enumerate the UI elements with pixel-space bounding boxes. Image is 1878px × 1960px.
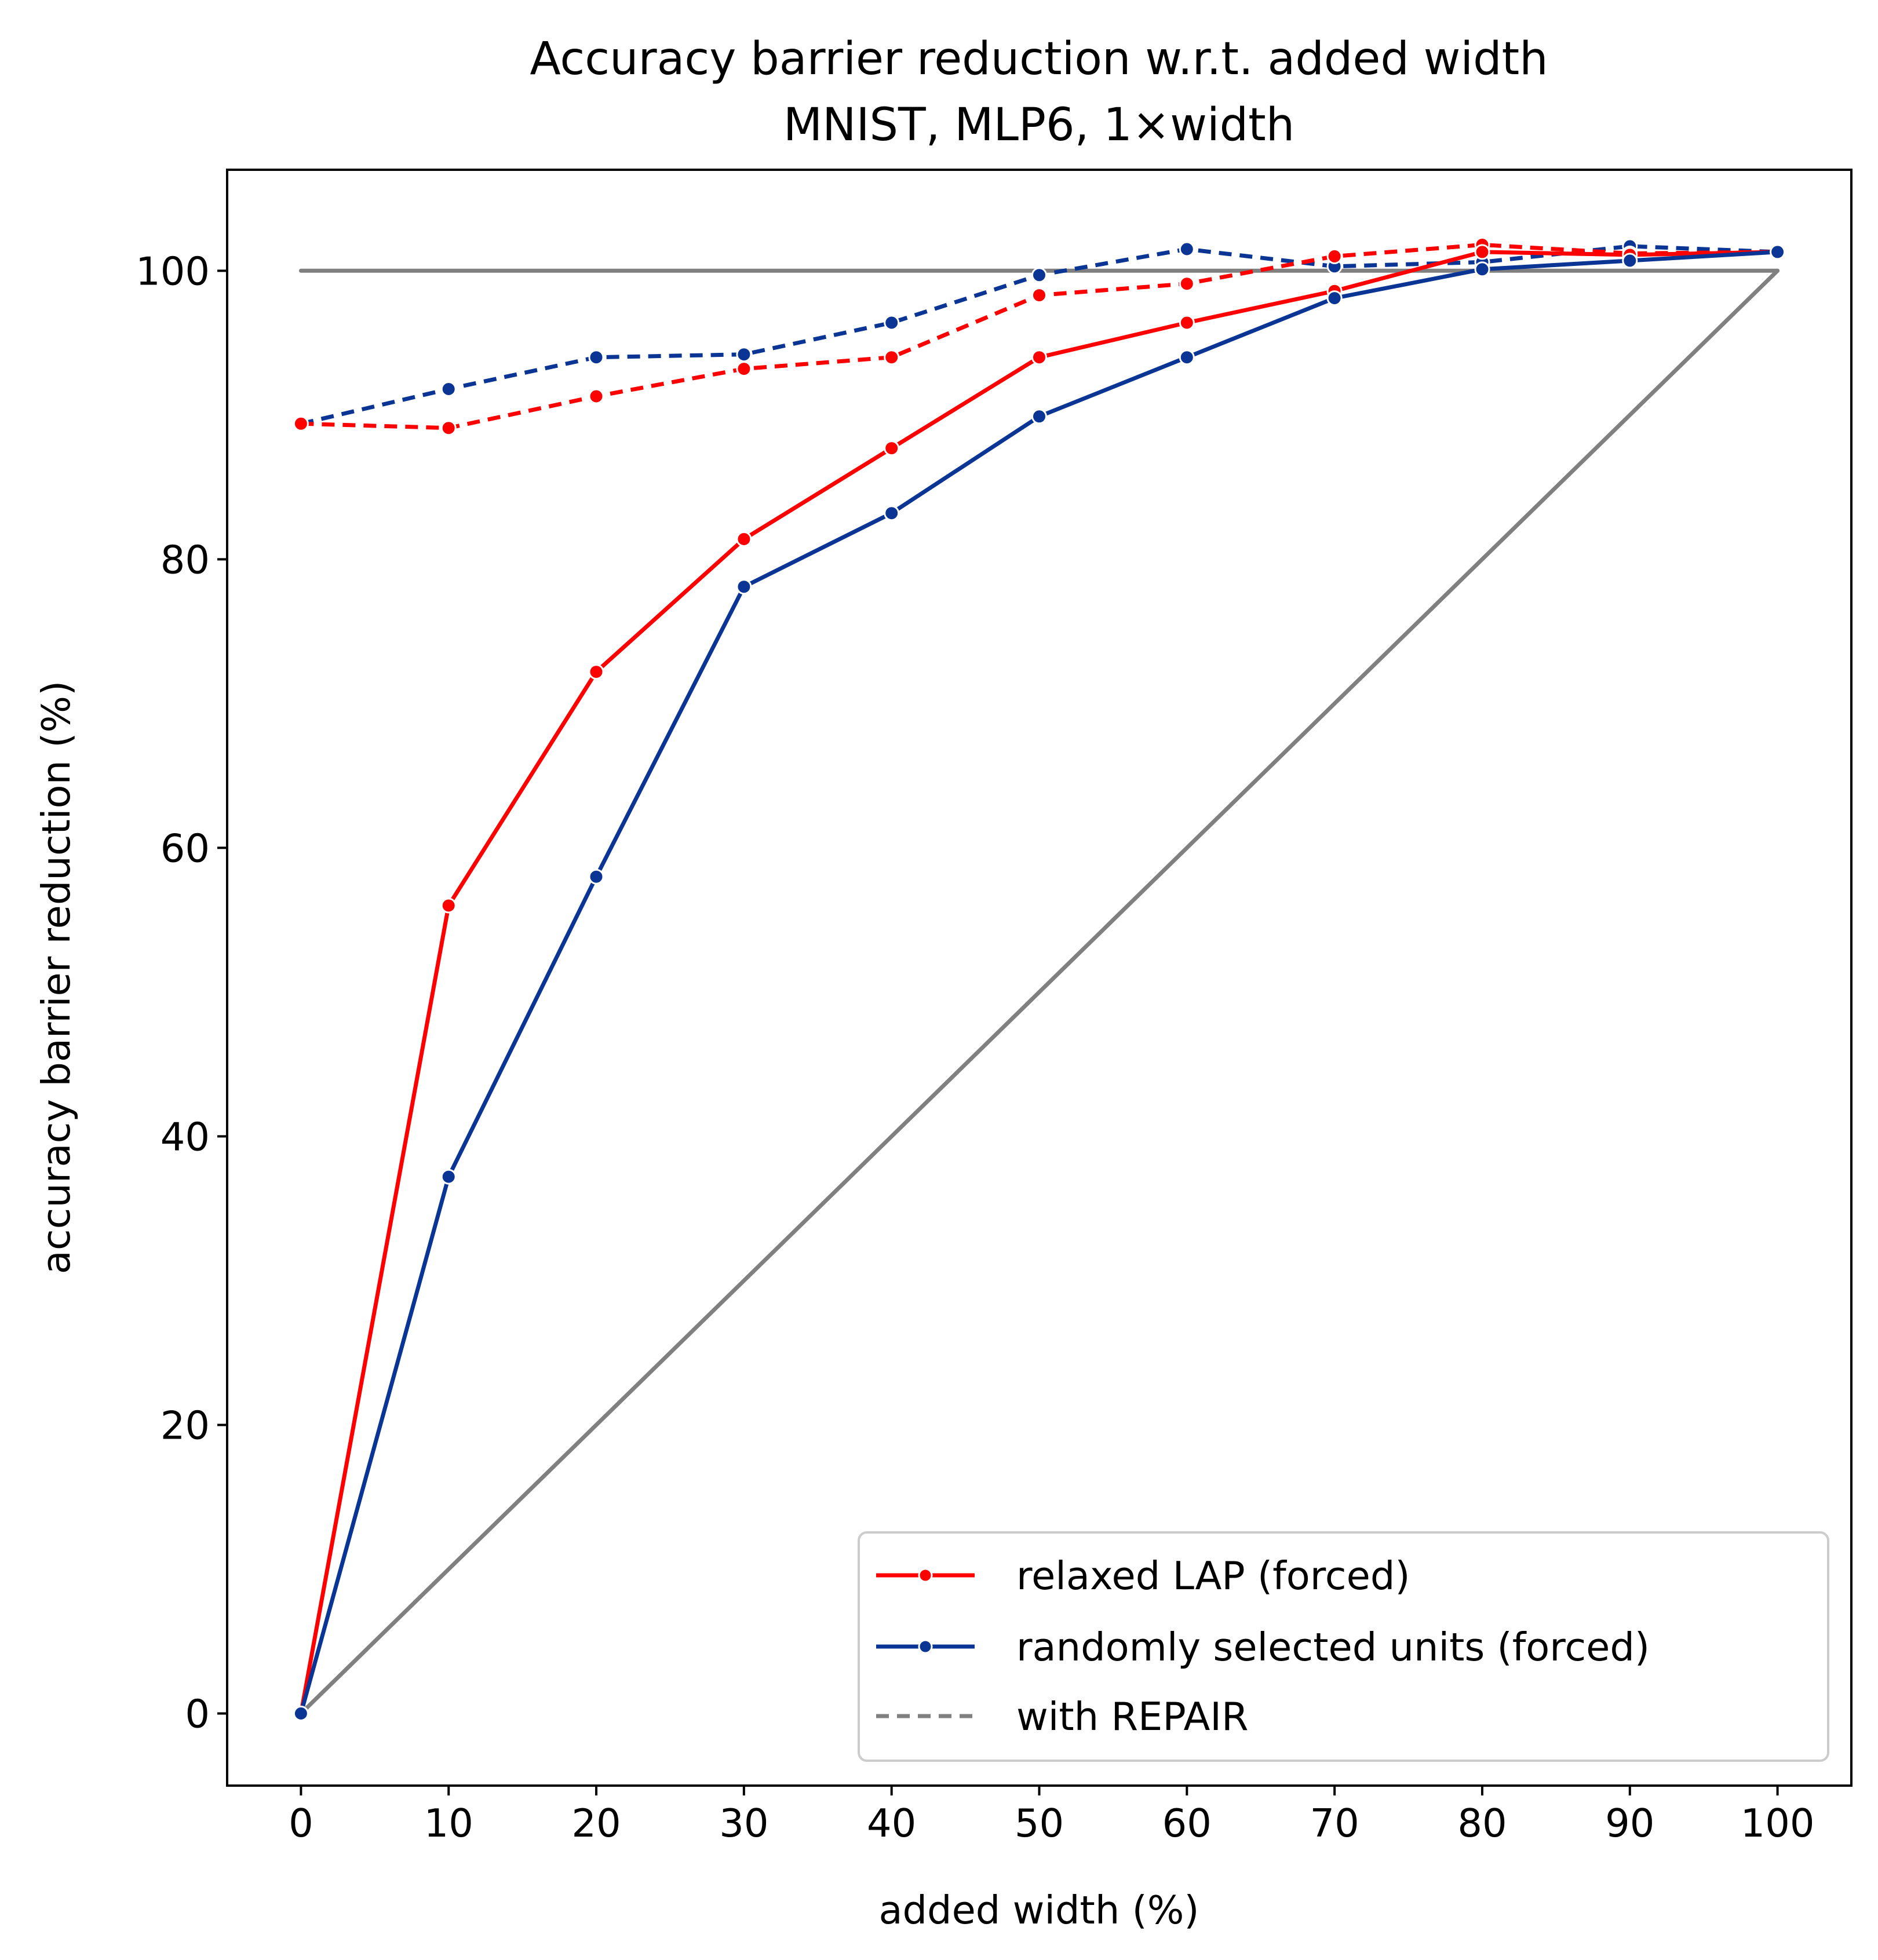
- series-3-point-50: [1031, 267, 1047, 283]
- series-1-point-30: [736, 579, 752, 595]
- series-1-point-90: [1622, 253, 1638, 269]
- series-1-point-60: [1179, 349, 1195, 366]
- y-tick-label-40: 40: [161, 1114, 210, 1159]
- legend: relaxed LAP (forced) randomly selected u…: [858, 1531, 1829, 1762]
- legend-label-with-repair: with REPAIR: [1016, 1694, 1249, 1739]
- series-1-point-10: [440, 1169, 457, 1185]
- series-1-point-40: [884, 505, 900, 521]
- series-3-point-20: [588, 349, 604, 366]
- series-0-point-80: [1474, 244, 1490, 260]
- series-2-point-70: [1326, 248, 1343, 264]
- legend-marker-random-units: [918, 1639, 933, 1654]
- series-3-point-30: [736, 346, 752, 363]
- series-3-point-10: [440, 381, 457, 397]
- series-2-point-50: [1031, 287, 1047, 304]
- x-tick-label-100: 100: [1741, 1801, 1815, 1846]
- y-tick-label-80: 80: [161, 537, 210, 582]
- x-tick-label-90: 90: [1605, 1801, 1654, 1846]
- legend-box: [858, 1531, 1829, 1762]
- x-tick-label-40: 40: [867, 1801, 916, 1846]
- series-0-point-10: [440, 897, 457, 914]
- series-0-point-40: [884, 440, 900, 457]
- axis-ticks: 0 10 20 30 40 50 60 70 80 90 100 0 20 40 60 80 100: [136, 249, 1814, 1846]
- x-tick-label-0: 0: [289, 1801, 313, 1846]
- series-2-point-40: [884, 349, 900, 366]
- x-tick-label-70: 70: [1310, 1801, 1359, 1846]
- series-line-5: [298, 268, 1780, 1716]
- legend-label-relaxed-lap: relaxed LAP (forced): [1016, 1553, 1410, 1598]
- series-1-point-70: [1326, 290, 1343, 306]
- x-tick-label-20: 20: [571, 1801, 621, 1846]
- series-2-point-20: [588, 388, 604, 404]
- legend-marker-relaxed-lap: [918, 1568, 933, 1583]
- series-layer: [293, 237, 1786, 1721]
- y-axis-label: accuracy barrier reduction (%): [34, 681, 79, 1274]
- y-tick-label-60: 60: [161, 826, 210, 871]
- x-tick-label-30: 30: [719, 1801, 768, 1846]
- series-1-point-20: [588, 868, 604, 885]
- series-2-point-10: [440, 420, 457, 436]
- series-2-point-0: [293, 415, 309, 432]
- x-tick-label-80: 80: [1457, 1801, 1507, 1846]
- y-tick-label-100: 100: [136, 249, 210, 294]
- series-0-point-60: [1179, 315, 1195, 331]
- series-2-point-60: [1179, 276, 1195, 292]
- x-tick-label-50: 50: [1015, 1801, 1064, 1846]
- series-3-point-40: [884, 315, 900, 331]
- x-tick-label-60: 60: [1162, 1801, 1212, 1846]
- series-0-point-30: [736, 531, 752, 547]
- series-1-point-80: [1474, 261, 1490, 278]
- series-3-point-60: [1179, 241, 1195, 257]
- x-axis-label: added width (%): [878, 1888, 1199, 1933]
- y-tick-label-20: 20: [161, 1403, 210, 1448]
- y-tick-label-0: 0: [185, 1691, 210, 1736]
- legend-label-random-units: randomly selected units (forced): [1016, 1625, 1650, 1670]
- series-1-point-100: [1770, 244, 1786, 260]
- chart-subtitle: MNIST, MLP6, 1×width: [783, 99, 1294, 151]
- series-1-point-0: [293, 1706, 309, 1721]
- x-tick-label-10: 10: [424, 1801, 473, 1846]
- series-0-point-20: [588, 664, 604, 680]
- series-0-point-50: [1031, 349, 1047, 366]
- series-1-point-50: [1031, 408, 1047, 425]
- series-2-point-30: [736, 361, 752, 377]
- chart-title: Accuracy barrier reduction w.r.t. added …: [530, 33, 1548, 85]
